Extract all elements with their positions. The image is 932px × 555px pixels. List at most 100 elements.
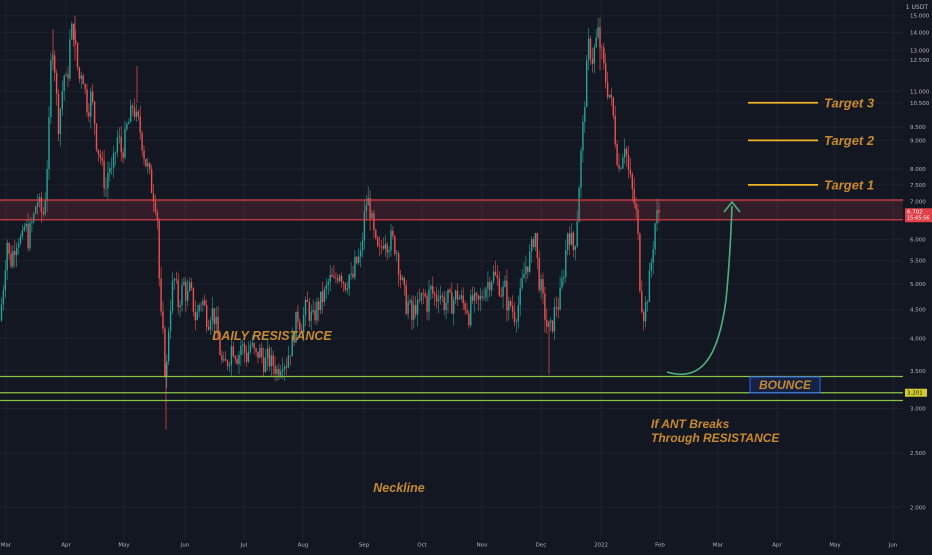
candle-body (363, 211, 366, 241)
candle-body (428, 289, 430, 312)
candle-body (652, 249, 654, 263)
candle-body (342, 281, 345, 284)
breakout-note-line: Through RESISTANCE (651, 431, 780, 445)
candle-body (451, 292, 453, 314)
candle-body (63, 75, 65, 91)
candle-body (502, 286, 504, 297)
y-tick-label: 8.000 (910, 167, 926, 173)
candle-body (530, 239, 533, 252)
candle-body (616, 144, 618, 165)
candle-body (549, 320, 552, 323)
target-label-2: Target 2 (824, 133, 875, 148)
candle-body (310, 311, 312, 321)
candle-body (4, 270, 6, 291)
candle-body (595, 37, 597, 48)
candle-body (356, 256, 358, 263)
candle-body (510, 301, 512, 306)
candle-body (620, 168, 622, 170)
candle-body (597, 27, 599, 38)
candle-body (603, 47, 605, 64)
candle-body (61, 90, 63, 109)
candle-body (329, 274, 331, 282)
candle-body (325, 284, 328, 289)
candle-body (40, 197, 43, 213)
candle-body (175, 279, 177, 280)
candle-body (565, 250, 567, 277)
candle-body (453, 300, 455, 314)
x-tick-label: Jul (240, 543, 248, 549)
candle-body (44, 201, 46, 215)
candle-body (99, 154, 101, 158)
candle-body (264, 358, 267, 372)
candle-body (291, 335, 293, 357)
candle-body (287, 355, 290, 368)
candle-body (405, 285, 407, 314)
candle-body (555, 306, 557, 308)
candle-body (648, 270, 651, 303)
candle-body (337, 278, 339, 281)
candle-body (380, 246, 383, 247)
x-tick-label: Sep (359, 543, 370, 549)
candle-body (586, 60, 588, 108)
candle-body (396, 253, 398, 255)
y-tick-label: 2.000 (910, 505, 926, 511)
candle-body (169, 310, 172, 332)
candle-body (76, 43, 79, 68)
candle-body (261, 347, 263, 357)
candle-body (403, 277, 405, 286)
candle-body (540, 279, 542, 291)
candle-body (272, 355, 274, 366)
candle-body (481, 296, 483, 299)
candle-body (238, 354, 240, 364)
candle-body (544, 293, 546, 320)
candle-body (430, 286, 432, 290)
candle-body (84, 84, 86, 90)
candle-body (244, 344, 246, 354)
candle-body (78, 67, 81, 79)
candle-body (54, 55, 56, 73)
candle-body (454, 290, 457, 301)
candle-body (637, 209, 639, 234)
candle-body (21, 230, 24, 237)
candle-body (386, 244, 388, 253)
candle-body (118, 136, 120, 138)
candle-body (31, 221, 33, 224)
candle-body (513, 311, 516, 323)
candle-body (392, 230, 394, 237)
candle-body (50, 60, 52, 118)
candle-body (521, 278, 523, 289)
candle-body (415, 304, 417, 315)
candle-body (643, 312, 645, 322)
support-badge-value: 3.201 (907, 391, 923, 397)
candle-body (97, 149, 100, 155)
candle-body (437, 299, 440, 302)
candle-body (101, 157, 103, 161)
x-tick-label: 2022 (594, 543, 608, 549)
x-tick-label: Apr (61, 543, 71, 549)
candle-body (561, 278, 563, 288)
candle-body (536, 232, 538, 259)
candle-body (491, 281, 493, 291)
candle-body (477, 295, 480, 300)
x-tick-label: Dec (536, 543, 547, 549)
candle-body (204, 300, 206, 306)
candle-body (67, 74, 69, 79)
candle-body (162, 311, 164, 329)
candle-body (468, 313, 470, 326)
candle-body (150, 169, 153, 194)
support-badge (905, 388, 927, 397)
candle-body (131, 105, 134, 108)
candle-body (304, 299, 307, 316)
candle-body (650, 262, 652, 271)
candle-body (308, 301, 310, 321)
candle-body (198, 304, 200, 312)
candle-body (584, 107, 586, 122)
x-tick-label: Aug (298, 543, 309, 549)
candle-body (301, 330, 303, 333)
candle-body (179, 305, 181, 308)
candle-body (147, 163, 149, 167)
candle-body (639, 233, 641, 291)
